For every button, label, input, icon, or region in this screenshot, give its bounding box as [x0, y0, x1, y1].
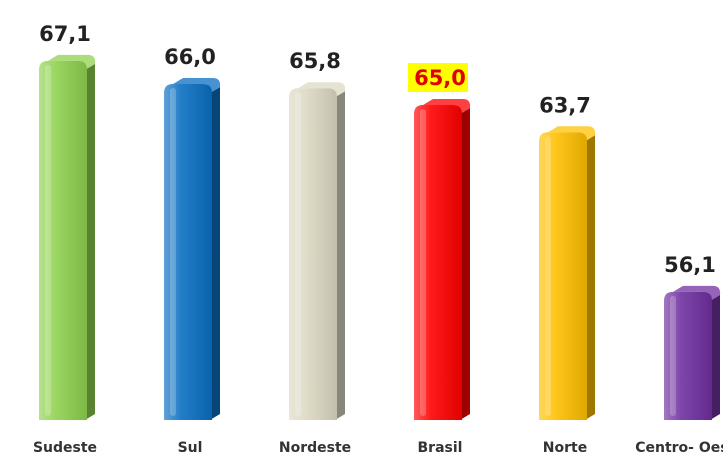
highlight-label-background	[408, 63, 468, 92]
value-label: 65,0	[414, 66, 466, 90]
category-label: Sudeste	[33, 440, 97, 456]
bar-side-face	[710, 294, 720, 420]
bars-group	[39, 54, 721, 421]
bar-top-face	[48, 54, 96, 70]
bar-sul	[164, 78, 221, 420]
bar-sheen	[45, 64, 51, 417]
bar-front-face	[539, 132, 587, 421]
value-label: 66,0	[164, 45, 216, 69]
bar-sudeste	[39, 54, 96, 421]
value-label: 56,1	[664, 253, 716, 277]
category-label: Norte	[543, 440, 587, 456]
bar-side-face	[585, 135, 595, 421]
bar-sheen	[295, 92, 301, 416]
bar-nordeste	[289, 82, 346, 420]
category-label: Centro- Oeste	[635, 440, 723, 456]
category-label: Brasil	[418, 440, 463, 456]
bar-top-face	[173, 78, 221, 93]
value-label: 63,7	[539, 93, 591, 117]
bar-side-face	[210, 87, 220, 420]
bar-front-face	[164, 84, 212, 420]
bar-top-face	[298, 82, 346, 98]
value-label: 67,1	[39, 22, 91, 46]
bar-front-face	[39, 60, 87, 421]
value-label: 65,8	[289, 49, 341, 73]
category-labels-group: Sudeste Sul Nordeste Brasil Norte Centro- Oes…	[33, 440, 723, 456]
bar-sheen	[420, 109, 426, 416]
bar-norte	[539, 126, 596, 421]
value-labels-group: 67,1 66,0 65,8 65,0 63,7 56,1	[39, 22, 716, 277]
bar-side-face	[335, 91, 345, 420]
category-label: Sul	[178, 440, 203, 456]
bar-front-face	[664, 291, 712, 420]
bar-side-face	[85, 63, 95, 421]
category-label: Nordeste	[279, 440, 351, 456]
bar-top-face	[548, 126, 596, 142]
bar-centro-oeste	[664, 285, 721, 420]
bar-brasil	[414, 99, 471, 420]
bar-front-face	[289, 88, 337, 420]
bar-sheen	[545, 136, 551, 417]
bar-side-face	[460, 108, 470, 420]
bar-top-face	[423, 99, 471, 114]
bar-sheen	[670, 295, 676, 416]
bar-sheen	[170, 88, 176, 416]
bar-top-face	[673, 285, 721, 301]
bar-front-face	[414, 105, 462, 420]
